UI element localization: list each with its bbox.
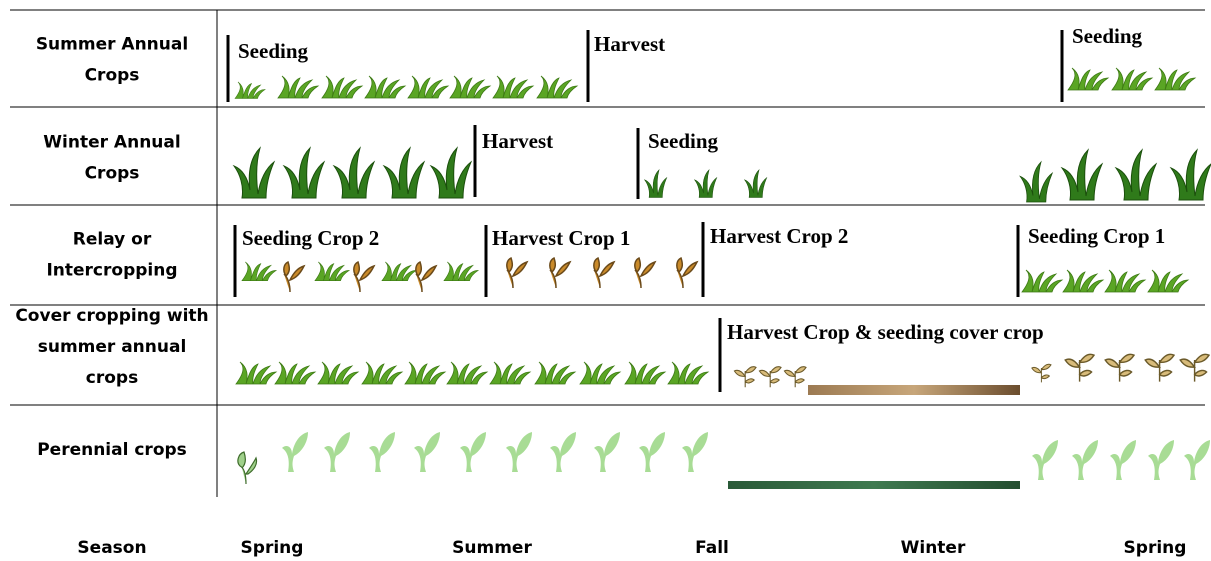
- plant-icon: [450, 76, 490, 98]
- plant-icon: [1155, 68, 1195, 90]
- soil-strip: [808, 385, 1020, 395]
- plant-icon: [284, 262, 304, 292]
- plant-icon: [645, 170, 667, 198]
- plant-icon: [682, 432, 708, 472]
- cover-strip: [728, 481, 1020, 489]
- plant-icon: [334, 148, 374, 198]
- season-label: Spring: [1124, 538, 1187, 558]
- diagram: Summer AnnualCrops Winter AnnualCrops Rela…: [0, 0, 1211, 561]
- plant-icon: [1068, 68, 1108, 90]
- plant-icon: [282, 432, 308, 472]
- plant-icon: [580, 362, 620, 384]
- event-label: Seeding: [238, 39, 309, 63]
- plant-icon: [414, 432, 440, 472]
- plant-icon: [1105, 270, 1145, 292]
- plant-icon: [324, 432, 350, 472]
- plant-icon: [506, 432, 532, 472]
- plant-icon: [594, 258, 614, 288]
- plant-icon: [369, 432, 395, 472]
- plant-icon: [362, 362, 402, 384]
- plant-icon: [550, 432, 576, 472]
- plant-icon: [784, 367, 806, 387]
- plant-icon: [1032, 364, 1051, 382]
- event-label: Harvest Crop 1: [492, 226, 630, 250]
- event-label: Harvest: [482, 129, 553, 153]
- event-label: Seeding: [1072, 24, 1143, 48]
- plant-icon: [677, 258, 697, 288]
- plant-icon: [550, 258, 570, 288]
- plant-icon: [493, 76, 533, 98]
- plant-icon: [1062, 150, 1102, 200]
- plant-icon: [1065, 354, 1094, 381]
- plant-icon: [238, 452, 257, 484]
- layout: [10, 10, 1205, 497]
- plant-icon: [1116, 150, 1156, 200]
- plant-icon: [315, 262, 349, 281]
- plant-icon: [235, 82, 265, 99]
- plant-icon: [322, 76, 362, 98]
- plant-icon: [1180, 354, 1209, 381]
- event-label: Harvest: [594, 32, 665, 56]
- season-label: Summer: [452, 538, 532, 558]
- plant-icon: [447, 362, 487, 384]
- plant-icon: [278, 76, 318, 98]
- plant-icon: [354, 262, 374, 292]
- plant-icon: [490, 362, 530, 384]
- plant-icon: [1184, 440, 1210, 480]
- plant-icon: [284, 148, 324, 198]
- plant-icon: [431, 148, 471, 198]
- plant-icon: [234, 148, 274, 198]
- plant-icon: [1105, 354, 1134, 381]
- season-label: Spring: [241, 538, 304, 558]
- plant-icon: [759, 367, 781, 387]
- plant-icon: [537, 76, 577, 98]
- plant-icon: [1032, 440, 1058, 480]
- season-label: Winter: [901, 538, 966, 558]
- event-label: Seeding Crop 2: [242, 226, 379, 250]
- row-label: Perennial crops: [37, 440, 187, 460]
- plant-icon: [275, 362, 315, 384]
- plant-icon: [384, 148, 424, 198]
- plant-icon: [1063, 270, 1103, 292]
- plant-icon: [594, 432, 620, 472]
- plant-icon: [1110, 440, 1136, 480]
- plant-icon: [639, 432, 665, 472]
- plant-icon: [460, 432, 486, 472]
- plant-icon: [405, 362, 445, 384]
- event-label: Seeding: [648, 129, 719, 153]
- plant-icon: [745, 170, 767, 198]
- plant-icon: [242, 262, 276, 281]
- event-label: Harvest Crop & seeding cover crop: [727, 320, 1044, 344]
- plant-icon: [236, 362, 276, 384]
- plant-icon: [1148, 440, 1174, 480]
- plant-icon: [625, 362, 665, 384]
- event-label: Seeding Crop 1: [1028, 224, 1165, 248]
- plant-icon: [1171, 150, 1211, 200]
- plant-icon: [1145, 354, 1174, 381]
- plant-icon: [318, 362, 358, 384]
- plant-icon: [408, 76, 448, 98]
- plant-icon: [416, 262, 436, 292]
- plant-icon: [635, 258, 655, 288]
- season-label: Fall: [695, 538, 729, 558]
- plant-icon: [1112, 68, 1152, 90]
- plant-icon: [668, 362, 708, 384]
- plant-icon: [1148, 270, 1188, 292]
- plant-icon: [507, 258, 527, 288]
- plant-icon: [695, 170, 717, 198]
- axis-label: Season: [77, 538, 146, 558]
- plant-icon: [1072, 440, 1098, 480]
- plant-icon: [1020, 162, 1052, 202]
- event-label: Harvest Crop 2: [710, 224, 848, 248]
- plant-icon: [365, 76, 405, 98]
- plant-icon: [382, 262, 416, 281]
- plant-icon: [1022, 270, 1062, 292]
- plant-icon: [444, 262, 478, 281]
- plant-icon: [734, 367, 756, 387]
- plant-icon: [535, 362, 575, 384]
